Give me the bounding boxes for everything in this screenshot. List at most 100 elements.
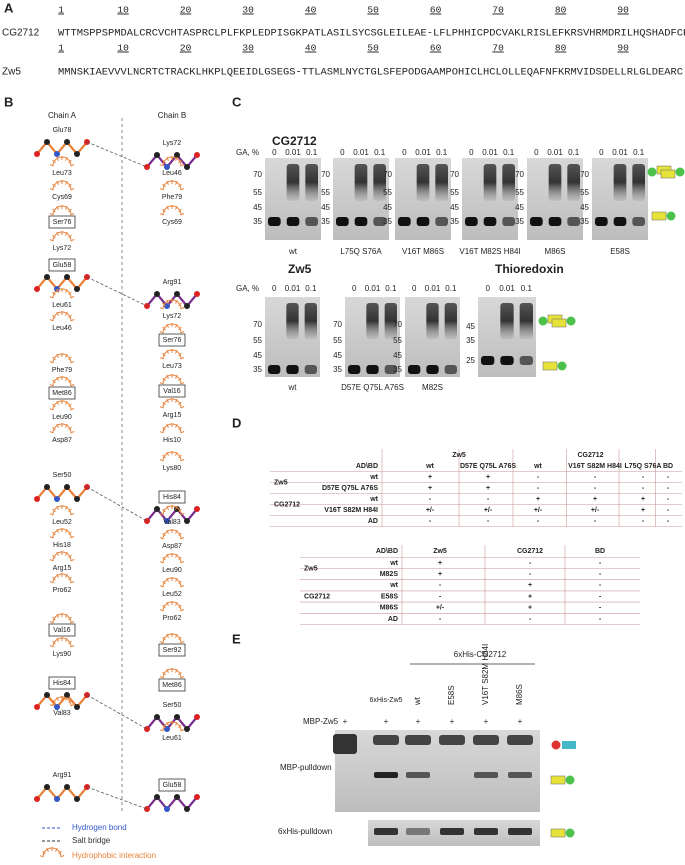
gel-band: [305, 217, 318, 226]
marker-label: 45: [253, 351, 262, 360]
atom: [194, 714, 200, 720]
marker-label: 35: [253, 217, 262, 226]
residue-label: Asp87: [52, 437, 72, 444]
marker-label: 55: [321, 188, 330, 197]
gel-band: [406, 772, 430, 778]
concentration-label: 0: [412, 284, 417, 293]
atom: [54, 151, 60, 157]
residue-label: Leu46: [162, 170, 182, 177]
marker-label: 70: [253, 170, 262, 179]
bond-dash: [86, 141, 148, 168]
residue-label: Lys80: [163, 465, 182, 472]
hydrophobic-arc: [56, 613, 59, 618]
hydrophobic-arc: [65, 637, 68, 642]
marker-label: 55: [393, 336, 402, 345]
hydrophobic-arc: [166, 451, 169, 456]
residue-label: Val83: [163, 519, 180, 526]
atom: [64, 139, 70, 145]
residue-label: His84: [53, 680, 71, 687]
concentration-label: 0: [534, 148, 539, 157]
concentration-label: 0.1: [374, 148, 386, 157]
ruler-label: 90: [617, 43, 629, 54]
gel-band: [507, 735, 533, 745]
hydrophobic-arc: [175, 633, 178, 638]
icon-subunit: [550, 775, 566, 785]
hydrophobic-arc: [65, 696, 68, 701]
hydrophobic-arc: [162, 398, 182, 409]
gel-band: [406, 828, 430, 835]
gel-group-title: Zw5: [288, 262, 312, 276]
table-cell: -: [439, 582, 442, 589]
gel-smear: [502, 164, 515, 201]
concentration-label: 0: [352, 284, 357, 293]
residue-label: Leu52: [162, 591, 182, 598]
table-cell: +/-: [591, 507, 600, 514]
residue-stick: [36, 140, 88, 156]
table-cell: +/-: [534, 507, 543, 514]
lane-label: wt: [413, 696, 422, 706]
lane-label: D57E Q75L A76S: [341, 383, 404, 392]
column-label: wt: [533, 463, 542, 470]
hydrophobic-arc: [52, 637, 72, 648]
row-group-label: Zw5: [304, 565, 318, 572]
concentration-label: 0.01: [285, 284, 301, 293]
atom: [64, 692, 70, 698]
panel-label: E: [232, 631, 241, 646]
gel-smear: [366, 303, 379, 339]
marker-label: 35: [580, 217, 589, 226]
gel-band: [502, 217, 515, 226]
icon-subunit: [647, 167, 657, 177]
gel-band: [268, 365, 281, 374]
concentration-label: 0.01: [612, 148, 628, 157]
icon-subunit: [562, 741, 576, 749]
hydrophobic-arc: [56, 311, 59, 316]
gel-band: [286, 365, 299, 374]
column-group: 6xHis-CG2712: [454, 650, 507, 659]
gel-band: [426, 365, 439, 374]
residue-box: [158, 643, 186, 657]
table-cell: +/-: [436, 605, 445, 612]
hydrophobic-arc: [65, 551, 68, 556]
gel-smear: [416, 164, 430, 201]
ruler-label: 70: [492, 5, 504, 16]
marker-label: 55: [515, 188, 524, 197]
lane-label: M86S: [515, 684, 524, 705]
table-cell: -: [667, 518, 670, 525]
table-cell: +: [641, 507, 645, 514]
ruler-label: 90: [617, 5, 629, 16]
hydrophobic-arc: [175, 205, 178, 210]
column-group: CG2712: [577, 452, 603, 459]
gel-band: [567, 217, 580, 226]
row-group-label: CG2712: [304, 593, 330, 600]
sequence-name: CG2712: [2, 28, 40, 39]
lane-label: wt: [288, 383, 298, 392]
residue-label: Leu52: [52, 519, 72, 526]
row-label: E58S: [381, 593, 398, 600]
ga-label: GA, %: [236, 148, 259, 157]
concentration-label: 0: [599, 148, 604, 157]
gel-band: [473, 735, 499, 745]
row-label: wt: [369, 496, 378, 503]
gel-band: [348, 365, 361, 374]
marker-label: 45: [321, 203, 330, 212]
residue-box: [158, 333, 186, 347]
hydrophobic-arc: [56, 696, 59, 701]
atom: [34, 796, 40, 802]
hydrophobic-arc: [52, 288, 72, 299]
marker-label: 35: [393, 365, 402, 374]
residue-label: Leu73: [52, 170, 72, 177]
marker-label: 45: [466, 322, 475, 331]
marker-label: 55: [450, 188, 459, 197]
icon-subunit: [675, 167, 685, 177]
residue-label: Cys69: [52, 194, 72, 201]
residue-label: Phe79: [162, 194, 182, 201]
ga-label: GA, %: [236, 284, 259, 293]
sequence-name: Zw5: [2, 67, 21, 78]
marker-label: 35: [383, 217, 392, 226]
table-cell: -: [594, 485, 597, 492]
gel-band: [530, 217, 543, 226]
residue-label: Glu58: [163, 782, 182, 789]
ruler-label: 40: [305, 43, 317, 54]
marker-label: 45: [383, 203, 392, 212]
row-label: V16T S82M H84I: [324, 507, 378, 514]
